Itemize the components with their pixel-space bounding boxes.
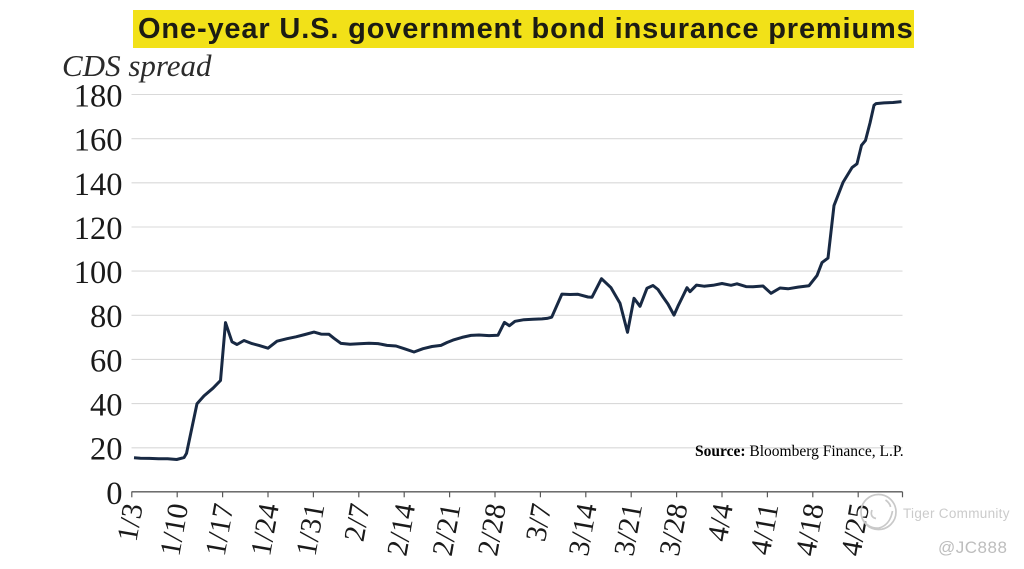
svg-text:80: 80 — [90, 299, 123, 335]
svg-text:Tiger Community: Tiger Community — [903, 506, 1010, 521]
svg-text:60: 60 — [90, 343, 123, 379]
svg-text:160: 160 — [74, 123, 123, 159]
svg-text:3/7: 3/7 — [520, 501, 558, 544]
svg-text:40: 40 — [90, 388, 123, 424]
svg-text:4/4: 4/4 — [702, 501, 740, 544]
svg-text:3/14: 3/14 — [563, 501, 604, 558]
svg-text:100: 100 — [74, 255, 123, 291]
svg-text:2/14: 2/14 — [381, 501, 422, 558]
svg-text:1/24: 1/24 — [245, 501, 286, 558]
svg-text:120: 120 — [74, 211, 123, 247]
svg-text:20: 20 — [90, 432, 123, 468]
svg-text:3/21: 3/21 — [608, 501, 649, 558]
svg-text:180: 180 — [74, 79, 123, 115]
svg-text:2/21: 2/21 — [427, 501, 468, 558]
svg-text:2/7: 2/7 — [339, 501, 377, 544]
svg-text:0: 0 — [106, 476, 122, 512]
svg-text:1/3: 1/3 — [112, 501, 150, 544]
svg-text:4/18: 4/18 — [790, 501, 831, 558]
svg-text:4/11: 4/11 — [745, 501, 785, 557]
svg-text:1/10: 1/10 — [154, 501, 195, 558]
svg-text:Source: Bloomberg Finance, L.P: Source: Bloomberg Finance, L.P. — [695, 443, 904, 460]
svg-text:2/28: 2/28 — [472, 501, 513, 558]
svg-text:1/31: 1/31 — [291, 501, 332, 558]
svg-text:@JC888: @JC888 — [938, 538, 1007, 557]
svg-text:140: 140 — [74, 167, 123, 203]
svg-text:4/25: 4/25 — [835, 501, 876, 558]
svg-text:3/28: 3/28 — [654, 501, 695, 558]
svg-text:1/17: 1/17 — [200, 501, 241, 558]
